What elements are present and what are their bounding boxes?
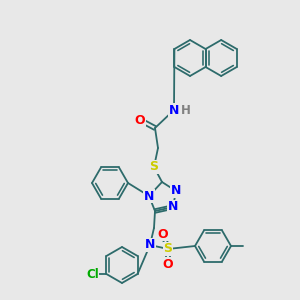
Text: N: N xyxy=(168,200,178,214)
Text: O: O xyxy=(163,257,173,271)
Text: N: N xyxy=(145,238,155,251)
Text: N: N xyxy=(144,190,154,202)
Text: Cl: Cl xyxy=(86,268,99,281)
Text: S: S xyxy=(149,160,158,173)
Text: N: N xyxy=(171,184,181,197)
Text: O: O xyxy=(158,227,168,241)
Text: S: S xyxy=(164,242,172,256)
Text: N: N xyxy=(169,103,179,116)
Text: H: H xyxy=(181,103,191,116)
Text: O: O xyxy=(135,113,145,127)
